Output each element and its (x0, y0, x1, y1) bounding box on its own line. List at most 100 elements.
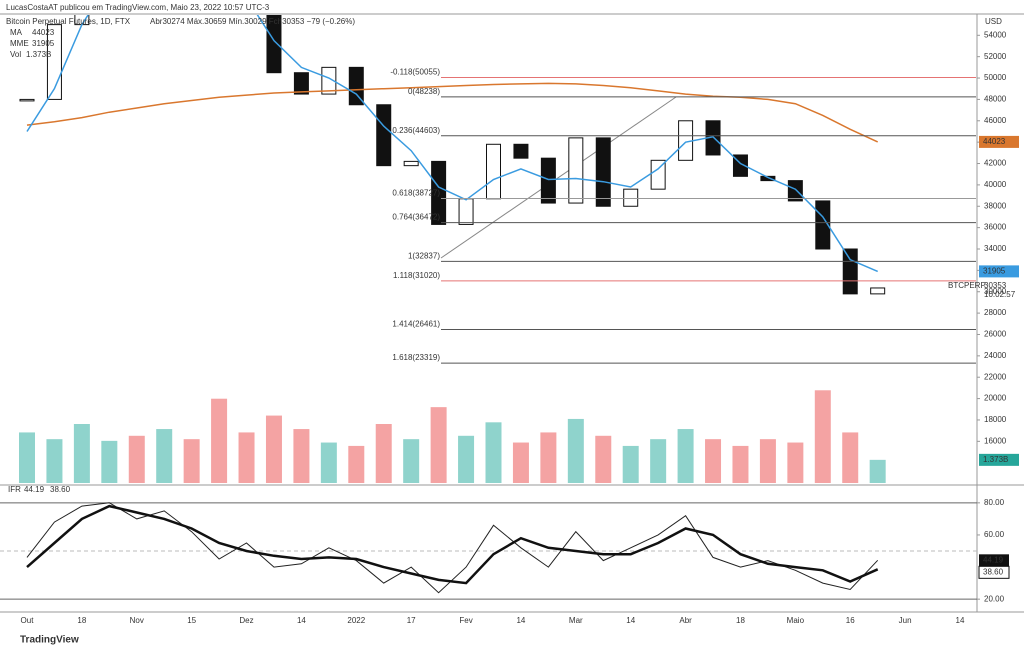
legend-title: Bitcoin Perpetual Futures, 1D, FTX (6, 17, 131, 26)
candle (540, 157, 556, 204)
volume-bar (430, 407, 447, 483)
symbol-label: BTCPERP (948, 281, 986, 290)
price-tag (979, 265, 1019, 278)
volume-bar (705, 439, 722, 483)
volume-bar (19, 432, 35, 483)
legend-name: Vol (10, 50, 21, 59)
rsi-ma-tag (978, 565, 1010, 579)
price-tag (979, 135, 1019, 148)
y-tick-label: 30000 (984, 287, 1007, 296)
rsi-title: IFR (8, 485, 21, 494)
candle (486, 143, 501, 200)
volume-bar (485, 422, 502, 483)
candle (870, 287, 886, 295)
y-tick-label: 80.00 (984, 498, 1005, 507)
candle (376, 104, 392, 167)
volume-bar (759, 439, 776, 483)
author-line: LucasCostaAT publicou em TradingView.com… (6, 3, 270, 12)
candle (513, 143, 529, 159)
y-tick-label: 28000 (984, 308, 1007, 317)
candle (403, 160, 419, 167)
x-tick-label: 18 (77, 616, 86, 625)
candle (623, 188, 639, 207)
rsi-tag (979, 554, 1009, 567)
rsi-line (26, 502, 879, 594)
volume-bar (787, 442, 804, 483)
volume-bar (650, 439, 667, 483)
candle (650, 159, 666, 190)
volume-bar (842, 432, 859, 483)
rsi-ma-value: 38.60 (50, 485, 71, 494)
volume-bar (211, 398, 228, 483)
candle (458, 198, 474, 225)
fib-anchor-line (440, 96, 677, 259)
volume-bar (595, 435, 612, 483)
y-tick-label: 20000 (984, 394, 1007, 403)
volume-bar (869, 459, 886, 483)
volume-bar (814, 390, 831, 483)
price-tag-label: 44023 (983, 137, 1006, 146)
price-tag-label: 31905 (983, 266, 1006, 275)
volume-bar (73, 424, 90, 483)
legend-name: MA (10, 28, 23, 37)
candle (19, 98, 35, 102)
rsi-ma-tag-label: 38.60 (983, 567, 1004, 576)
volume-tag (979, 453, 1019, 466)
y-tick-label: 42000 (984, 159, 1007, 168)
candle (321, 66, 337, 95)
candle (595, 137, 611, 207)
x-tick-label: Out (21, 616, 35, 625)
fib-label: 1.414(26461) (392, 320, 440, 329)
x-tick-label: Maio (787, 616, 805, 625)
y-tick-label: 36000 (984, 223, 1007, 232)
x-tick-label: 14 (956, 616, 965, 625)
volume-bar (512, 442, 529, 483)
volume-bar (567, 418, 584, 483)
fib-label: 0.764(36472) (392, 213, 440, 222)
x-tick-label: Abr (679, 616, 692, 625)
x-tick-label: 14 (297, 616, 306, 625)
x-tick-label: 18 (736, 616, 745, 625)
fib-label: 0.236(44603) (392, 126, 440, 135)
y-tick-label: 48000 (984, 95, 1007, 104)
volume-bar (238, 432, 255, 483)
volume-bar (128, 435, 145, 483)
y-tick-label: 16000 (984, 436, 1007, 445)
volume-bar (375, 424, 392, 483)
y-tick-label: 54000 (984, 30, 1007, 39)
candle (568, 137, 584, 204)
volume-bar (265, 415, 282, 483)
x-tick-label: 17 (407, 616, 416, 625)
x-tick-label: 2022 (347, 616, 365, 625)
countdown: 10:02:57 (984, 290, 1016, 299)
candle (431, 160, 447, 225)
x-tick-label: Nov (130, 616, 144, 625)
y-tick-label: 46000 (984, 116, 1007, 125)
last-price: 30353 (984, 281, 1007, 290)
volume-bar (622, 445, 639, 483)
x-tick-label: Mar (569, 616, 583, 625)
x-tick-label: 14 (516, 616, 525, 625)
y-tick-label: 34000 (984, 244, 1007, 253)
currency: USD (985, 17, 1002, 26)
x-tick-label: Fev (459, 616, 472, 625)
y-tick-label: 22000 (984, 372, 1007, 381)
rsi-line (26, 504, 879, 585)
y-tick-label: 20.00 (984, 594, 1005, 603)
y-tick-label: 60.00 (984, 530, 1005, 539)
indicator-line (26, 15, 878, 273)
volume-bar (403, 439, 420, 483)
candle (842, 248, 858, 295)
volume-bar (46, 439, 63, 483)
legend-name: MME (10, 39, 29, 48)
price-plot (19, 15, 886, 483)
legend-value: 44023 (32, 28, 55, 37)
rsi-value: 44.19 (24, 485, 45, 494)
y-tick-label: 26000 (984, 330, 1007, 339)
x-tick-label: 15 (187, 616, 196, 625)
y-tick-label: 38000 (984, 201, 1007, 210)
x-tick-label: Jun (899, 616, 912, 625)
volume-bar (348, 445, 365, 483)
